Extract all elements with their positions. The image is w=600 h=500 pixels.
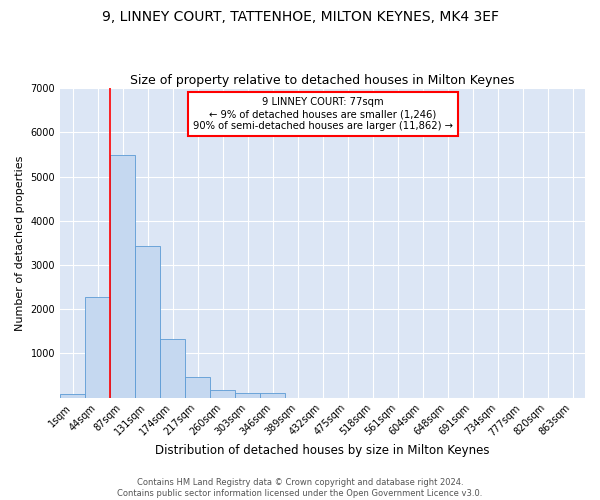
Bar: [160, 340, 185, 398]
Text: 9, LINNEY COURT, TATTENHOE, MILTON KEYNES, MK4 3EF: 9, LINNEY COURT, TATTENHOE, MILTON KEYNE…: [101, 10, 499, 24]
Bar: [110, 156, 135, 398]
Text: Contains HM Land Registry data © Crown copyright and database right 2024.
Contai: Contains HM Land Registry data © Crown c…: [118, 478, 482, 498]
Bar: [210, 390, 235, 398]
Bar: [60, 394, 85, 398]
Y-axis label: Number of detached properties: Number of detached properties: [15, 155, 25, 330]
Bar: [135, 246, 160, 398]
Title: Size of property relative to detached houses in Milton Keynes: Size of property relative to detached ho…: [130, 74, 515, 87]
Bar: [185, 378, 210, 398]
Bar: [260, 394, 285, 398]
Bar: [85, 297, 110, 398]
X-axis label: Distribution of detached houses by size in Milton Keynes: Distribution of detached houses by size …: [155, 444, 490, 458]
Bar: [235, 394, 260, 398]
Text: 9 LINNEY COURT: 77sqm
← 9% of detached houses are smaller (1,246)
90% of semi-de: 9 LINNEY COURT: 77sqm ← 9% of detached h…: [193, 98, 452, 130]
